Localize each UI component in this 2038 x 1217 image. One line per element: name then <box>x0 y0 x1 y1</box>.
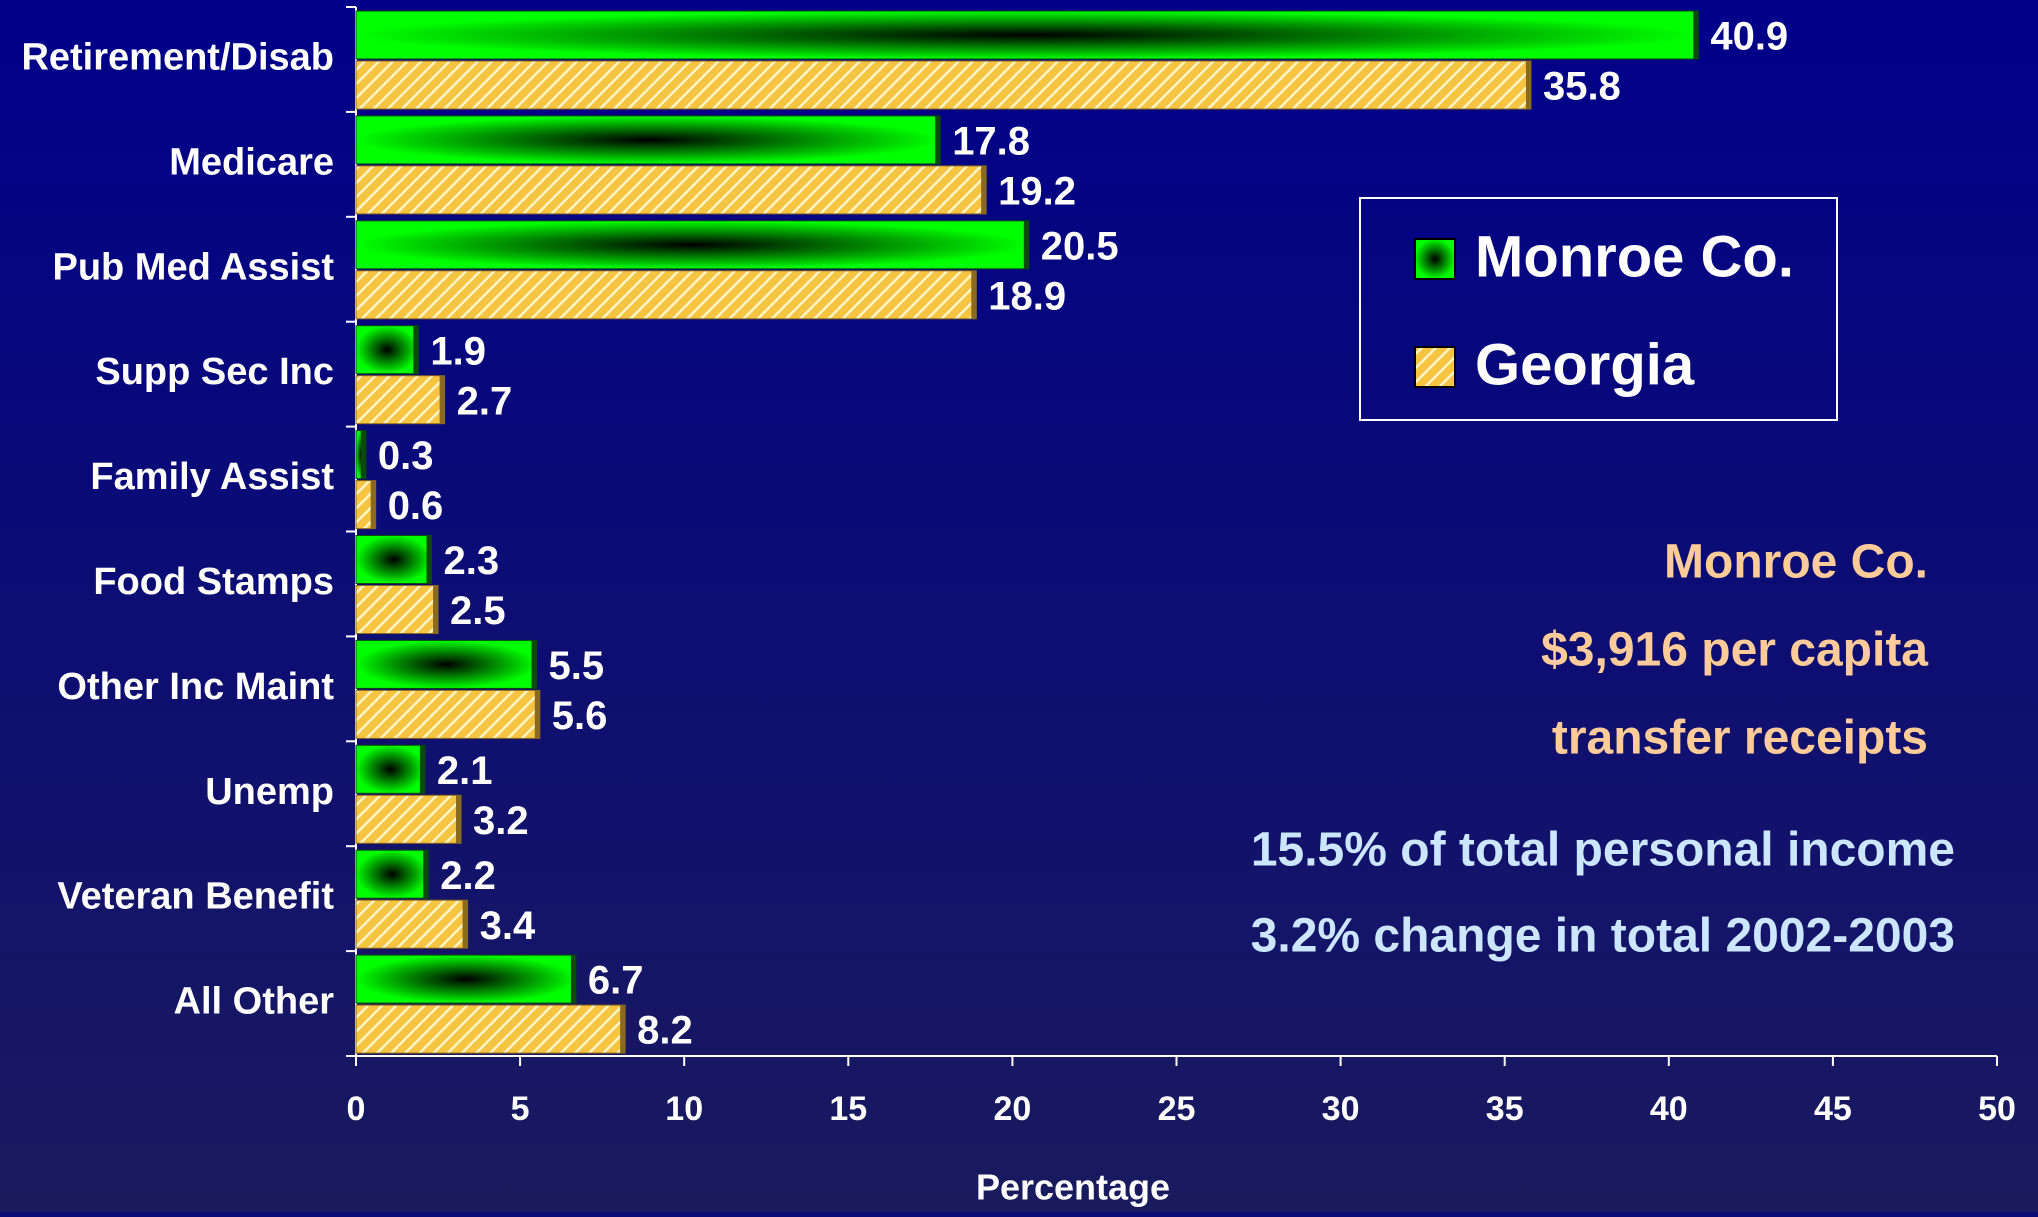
bar-edge <box>534 690 540 739</box>
bar <box>355 689 541 739</box>
bar-edge <box>433 585 439 634</box>
y-tick-label: Family Assist <box>90 456 334 498</box>
data-label: 1.9 <box>430 329 486 373</box>
bar-edge <box>370 480 376 529</box>
annotation: Monroe Co. <box>1664 536 1928 589</box>
data-label: 3.2 <box>473 799 529 843</box>
bar-edge <box>426 535 432 584</box>
bar <box>355 115 941 165</box>
x-tick-label: 10 <box>665 1090 703 1128</box>
data-label: 2.7 <box>457 379 513 423</box>
annotation: transfer receipts <box>1552 712 1928 765</box>
x-tick-label: 20 <box>993 1090 1031 1128</box>
y-tick-label: Pub Med Assist <box>52 246 334 288</box>
bar-edge <box>981 165 987 214</box>
bar-edge <box>1023 220 1029 269</box>
bar <box>355 899 469 949</box>
bar <box>355 325 419 375</box>
y-tick-label: Medicare <box>169 141 334 183</box>
bar <box>355 220 1030 270</box>
bar-edge <box>456 795 462 844</box>
y-tick-label: Other Inc Maint <box>57 666 334 708</box>
bar-edge <box>439 375 445 424</box>
y-tick-label: Retirement/Disab <box>21 36 334 78</box>
bar-edge <box>1693 11 1699 59</box>
bar-edge <box>423 850 429 899</box>
legend-swatch <box>1414 238 1456 280</box>
annotation: 3.2% change in total 2002-2003 <box>1251 910 1955 963</box>
bar-edge <box>620 1005 626 1054</box>
legend-label: Monroe Co. <box>1475 224 1794 289</box>
y-tick-label: Supp Sec Inc <box>95 351 334 393</box>
data-label: 17.8 <box>952 119 1030 163</box>
data-label: 2.1 <box>437 749 493 793</box>
x-tick-label: 50 <box>1978 1090 2016 1128</box>
bar <box>355 165 987 215</box>
x-tick-label: 15 <box>829 1090 867 1128</box>
data-label: 5.6 <box>552 694 608 738</box>
y-tick-label: Food Stamps <box>93 561 334 603</box>
bar <box>355 954 577 1004</box>
data-label: 20.5 <box>1041 224 1119 268</box>
bar-edge <box>935 115 941 164</box>
bar <box>355 535 432 584</box>
legend-swatch <box>1414 346 1456 388</box>
data-label: 3.4 <box>480 904 536 948</box>
annotation: 15.5% of total personal income <box>1251 824 1955 877</box>
data-label: 2.2 <box>440 854 496 898</box>
data-label: 18.9 <box>988 274 1066 318</box>
bar <box>355 375 446 425</box>
x-tick-label: 25 <box>1158 1090 1196 1128</box>
data-label: 0.3 <box>378 434 434 478</box>
bar-edge <box>413 325 419 374</box>
y-tick-label: Veteran Benefit <box>57 876 334 918</box>
bar <box>355 60 1532 110</box>
bar-edge <box>419 745 425 794</box>
bar <box>355 585 439 634</box>
x-tick-label: 0 <box>347 1090 366 1128</box>
data-label: 8.2 <box>637 1009 693 1053</box>
bar-edge <box>531 640 537 689</box>
bar-edge <box>462 900 468 949</box>
y-tick-label: All Other <box>174 981 335 1023</box>
annotation: $3,916 per capita <box>1541 624 1928 677</box>
legend-box <box>1359 197 1838 421</box>
data-label: 6.7 <box>588 959 644 1003</box>
x-tick-label: 5 <box>511 1090 530 1128</box>
data-label: 2.3 <box>443 539 499 583</box>
x-tick-label: 45 <box>1814 1090 1852 1128</box>
bar <box>355 849 429 899</box>
data-label: 35.8 <box>1543 65 1621 109</box>
bar <box>355 270 977 320</box>
x-tick-label: 35 <box>1486 1090 1524 1128</box>
bar-edge <box>570 955 576 1004</box>
x-axis-label: Percentage <box>976 1167 1170 1208</box>
bar <box>355 639 538 689</box>
data-label: 40.9 <box>1710 15 1788 59</box>
data-label: 5.5 <box>549 644 605 688</box>
bar <box>355 1004 626 1054</box>
bar <box>355 744 426 794</box>
x-tick-label: 30 <box>1322 1090 1360 1128</box>
bar-edge <box>360 430 366 479</box>
bar-edge <box>971 270 977 319</box>
bar-edge <box>1525 61 1531 109</box>
legend-label: Georgia <box>1475 332 1695 397</box>
data-label: 19.2 <box>998 169 1076 213</box>
data-label: 2.5 <box>450 589 506 633</box>
x-tick-label: 40 <box>1650 1090 1688 1128</box>
y-tick-label: Unemp <box>205 771 334 813</box>
bar <box>355 794 462 844</box>
data-label: 0.6 <box>388 484 444 528</box>
bar <box>355 10 1699 60</box>
